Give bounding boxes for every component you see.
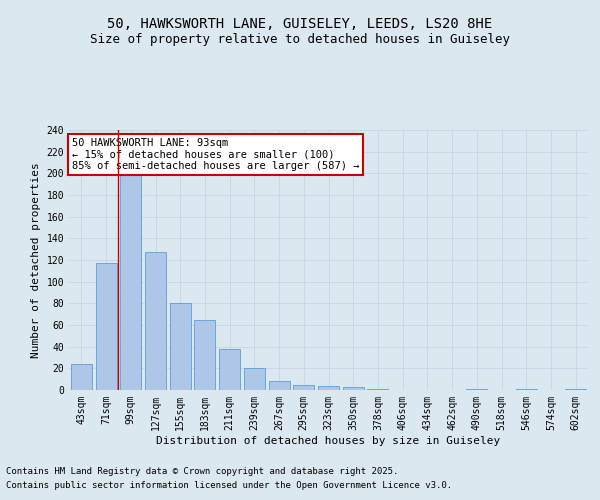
Bar [145,252,166,390]
Bar [293,384,314,390]
Bar [170,304,191,390]
Bar [565,389,586,390]
X-axis label: Distribution of detached houses by size in Guiseley: Distribution of detached houses by size … [157,436,500,446]
Bar [343,387,364,390]
Bar [516,389,537,390]
Bar [466,389,487,390]
Bar [120,174,141,390]
Bar [95,263,116,390]
Bar [71,364,92,390]
Text: Contains public sector information licensed under the Open Government Licence v3: Contains public sector information licen… [6,481,452,490]
Bar [244,368,265,390]
Y-axis label: Number of detached properties: Number of detached properties [31,162,41,358]
Text: 50, HAWKSWORTH LANE, GUISELEY, LEEDS, LS20 8HE: 50, HAWKSWORTH LANE, GUISELEY, LEEDS, LS… [107,18,493,32]
Bar [269,382,290,390]
Text: Size of property relative to detached houses in Guiseley: Size of property relative to detached ho… [90,32,510,46]
Text: Contains HM Land Registry data © Crown copyright and database right 2025.: Contains HM Land Registry data © Crown c… [6,467,398,476]
Bar [318,386,339,390]
Bar [194,320,215,390]
Text: 50 HAWKSWORTH LANE: 93sqm
← 15% of detached houses are smaller (100)
85% of semi: 50 HAWKSWORTH LANE: 93sqm ← 15% of detac… [71,138,359,171]
Bar [219,349,240,390]
Bar [367,389,388,390]
